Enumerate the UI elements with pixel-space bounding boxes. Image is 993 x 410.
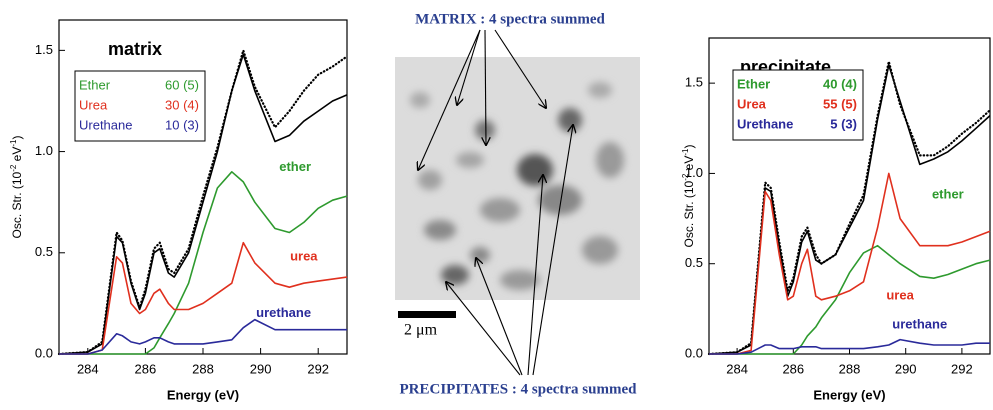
scale-label: 2 μm <box>404 322 438 339</box>
y-tick-label: 1.5 <box>35 42 53 57</box>
series-line <box>59 318 347 355</box>
series-label: ether <box>932 187 964 202</box>
series-line <box>59 171 348 355</box>
x-axis-title: Energy (eV) <box>813 387 885 402</box>
series-line <box>58 53 348 355</box>
legend-label: Urethane <box>737 116 793 131</box>
legend-label: Urethane <box>79 117 132 132</box>
legend-value: 5 (3) <box>830 116 857 131</box>
x-tick-label: 286 <box>782 361 804 376</box>
y-axis-title: Osc. Str. (10-2 eV-1) <box>681 145 697 248</box>
series-label: urethane <box>892 317 947 332</box>
x-tick-label: 290 <box>895 361 917 376</box>
series-line <box>709 244 991 355</box>
x-tick-label: 284 <box>77 361 99 376</box>
series-label: urea <box>886 288 914 303</box>
legend-value: 10 (3) <box>165 117 199 132</box>
y-axis-title-part: eV <box>682 156 696 174</box>
y-axis-title-part: eV <box>10 147 24 165</box>
legend-box <box>74 70 206 142</box>
legend-label: Urea <box>79 97 108 112</box>
panel: 284 286 288 290 292 0.0 0.5 1.0 1.5 Energy (eV) Os… <box>681 37 992 402</box>
series-line <box>707 60 992 356</box>
legend-value: 55 (5) <box>823 96 857 111</box>
y-tick-label: 1.0 <box>685 165 703 180</box>
y-tick-label: 0.5 <box>35 244 53 259</box>
x-tick-label: 286 <box>135 361 157 376</box>
micrograph: 2 μm MATRIX : 4 spectra summed PRECIPITA… <box>395 11 640 397</box>
series-label: urea <box>290 248 318 263</box>
x-tick-label: 288 <box>192 361 214 376</box>
y-axis-title-part: ) <box>682 145 696 149</box>
y-axis-title-part: Osc. Str. (10 <box>682 180 696 247</box>
image-texture <box>410 82 624 290</box>
y-axis-title-part: -1 <box>681 148 690 156</box>
y-tick-label: 0.5 <box>685 255 703 270</box>
series-line <box>709 338 990 355</box>
legend-value: 40 (4) <box>823 76 857 91</box>
y-tick-label: 1.5 <box>685 75 703 90</box>
y-axis-title: Osc. Str. (10-2 eV-1) <box>9 136 25 239</box>
series-line <box>59 241 348 355</box>
y-axis-title-part: -1 <box>9 139 18 147</box>
y-axis-title-part: -2 <box>681 173 690 181</box>
arrows <box>418 29 573 376</box>
matrix-caption: MATRIX : 4 spectra summed <box>415 11 605 27</box>
legend-box <box>732 69 864 141</box>
y-axis-title-part: -2 <box>9 164 18 172</box>
legend-label: Ether <box>737 76 770 91</box>
y-tick-label: 0.0 <box>35 345 53 360</box>
legend-value: 30 (4) <box>165 97 199 112</box>
legend-label: Ether <box>79 77 111 92</box>
series-label: ether <box>279 159 311 174</box>
x-tick-label: 284 <box>726 361 748 376</box>
x-tick-label: 288 <box>839 361 861 376</box>
series-line <box>57 49 349 356</box>
chart-title: matrix <box>108 39 162 59</box>
x-tick-label: 292 <box>951 361 973 376</box>
scale-bar <box>398 311 456 318</box>
series-line <box>708 64 991 355</box>
y-tick-label: 1.0 <box>35 143 53 158</box>
panel: 284 286 288 290 292 0.0 0.5 1.0 1.5 Energy (eV) Os… <box>9 19 349 402</box>
precipitates-caption: PRECIPITATES : 4 spectra summed <box>400 381 638 397</box>
x-axis-title: Energy (eV) <box>167 387 239 402</box>
x-tick-label: 290 <box>250 361 272 376</box>
y-axis-title-part: ) <box>10 136 24 140</box>
x-tick-label: 292 <box>307 361 329 376</box>
y-axis-title-part: Osc. Str. (10 <box>10 171 24 238</box>
y-tick-label: 0.0 <box>685 345 703 360</box>
legend-label: Urea <box>737 96 767 111</box>
series-line <box>709 172 991 355</box>
legend-value: 60 (5) <box>165 77 199 92</box>
series-label: urethane <box>256 305 311 320</box>
